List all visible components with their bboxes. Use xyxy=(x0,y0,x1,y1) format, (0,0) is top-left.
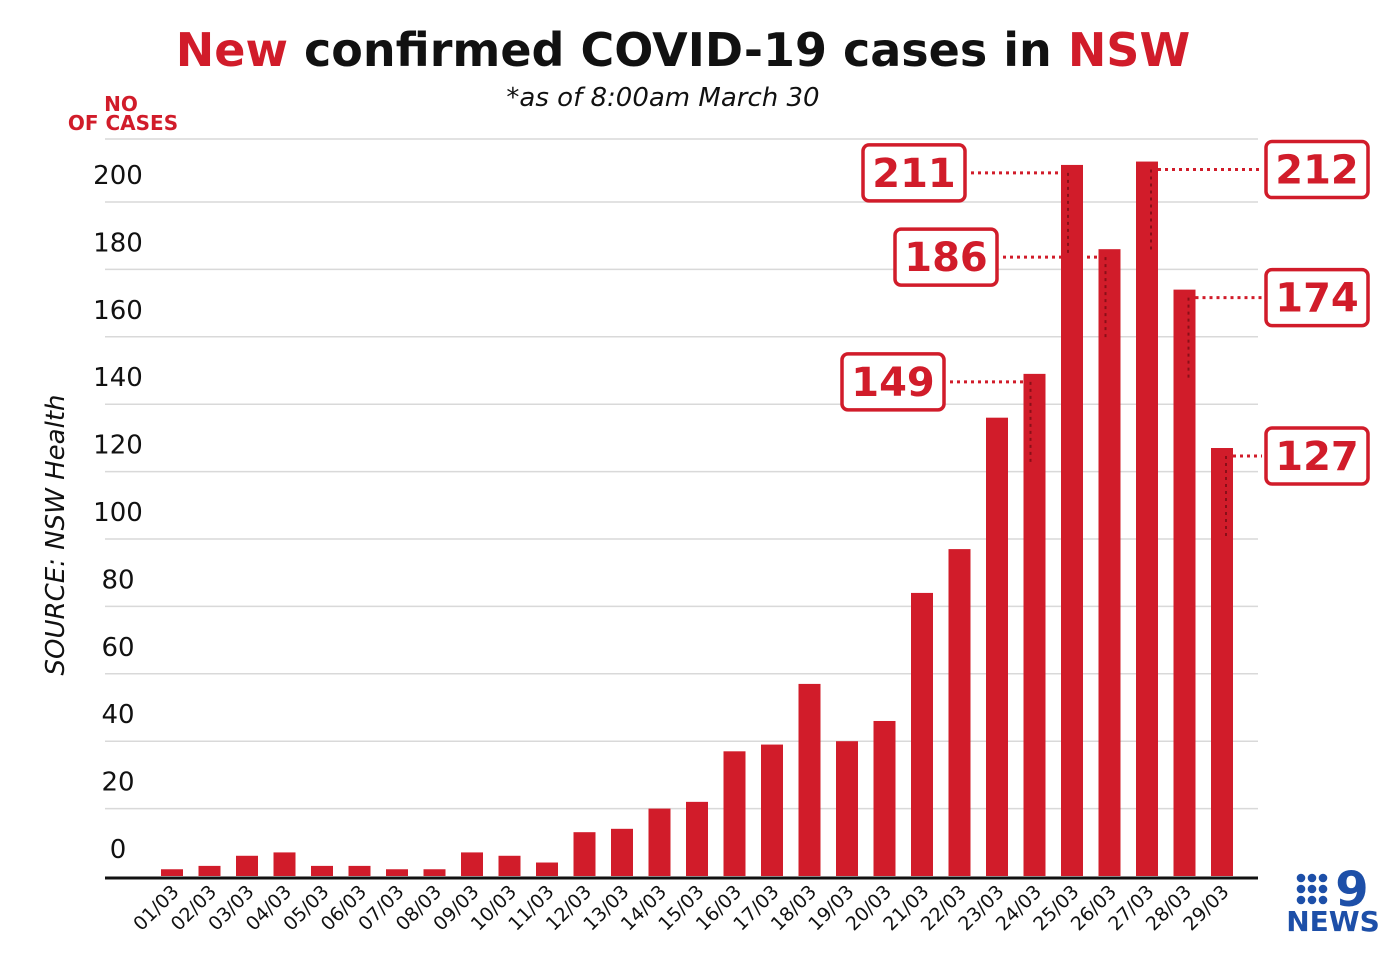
source-label: SOURCE: NSW Health xyxy=(41,395,71,676)
callout: 211 xyxy=(861,143,1070,253)
y-tick-label: 140 xyxy=(93,363,143,393)
bar xyxy=(1173,289,1196,876)
bar xyxy=(498,855,521,876)
bar xyxy=(161,869,183,876)
y-tick-label: 180 xyxy=(93,228,143,258)
bar xyxy=(536,862,558,876)
callout-label: 174 xyxy=(1275,276,1359,322)
logo-dot xyxy=(1307,873,1317,883)
bar xyxy=(423,869,446,876)
y-tick-label: 20 xyxy=(101,768,134,798)
bar xyxy=(648,808,671,876)
chart-subtitle: *as of 8:00am March 30 xyxy=(506,83,819,113)
gridlines xyxy=(105,138,1258,810)
title-new: New xyxy=(176,23,288,77)
callout-box xyxy=(893,227,999,287)
bar xyxy=(311,865,333,876)
callout: 212 xyxy=(1150,139,1370,250)
y-tick-label: 60 xyxy=(101,633,134,663)
bar xyxy=(1136,161,1158,876)
y-tick-label: 100 xyxy=(93,498,143,528)
bar xyxy=(836,741,858,876)
y-tick-label: 40 xyxy=(101,700,134,730)
bars xyxy=(161,161,1233,876)
callout-label: 149 xyxy=(851,360,935,406)
chart-title: New confirmed COVID-19 cases in NSW xyxy=(176,23,1190,77)
title-nsw: NSW xyxy=(1068,23,1190,77)
nine-news-logo: 9 NEWS xyxy=(1286,862,1380,938)
bar xyxy=(573,832,596,876)
y-tick-label: 120 xyxy=(93,431,143,461)
bar xyxy=(236,855,258,876)
bar xyxy=(761,744,783,876)
callout-label: 186 xyxy=(904,235,988,281)
callout-label: 127 xyxy=(1275,434,1359,480)
bar xyxy=(911,592,933,876)
logo-dot xyxy=(1307,884,1317,894)
logo-digit: 9 xyxy=(1335,862,1368,918)
bar xyxy=(198,865,221,876)
bar xyxy=(986,417,1008,876)
logo-dot xyxy=(1307,895,1317,905)
callout: 174 xyxy=(1187,267,1370,378)
y-axis-ticks: 0 20 40 60 80 100 120 140 160 180 200 xyxy=(93,161,143,865)
logo-text: NEWS xyxy=(1286,905,1380,938)
bar xyxy=(1061,164,1083,876)
logo-dot xyxy=(1318,884,1328,894)
bar xyxy=(348,865,371,876)
logo-dot xyxy=(1318,895,1328,905)
logo-dot xyxy=(1296,873,1306,883)
callout: 149 xyxy=(840,352,1033,462)
bar xyxy=(873,720,896,876)
callout-box xyxy=(1264,139,1370,200)
callout-label: 212 xyxy=(1275,148,1359,194)
title-middle: confirmed COVID-19 cases in xyxy=(288,23,1068,77)
bar xyxy=(461,852,483,876)
callout-box xyxy=(1264,426,1370,486)
logo-dots-icon xyxy=(1296,873,1328,905)
y-tick-label: 200 xyxy=(93,161,143,191)
bar xyxy=(686,801,708,876)
callout-box xyxy=(861,143,967,203)
bar xyxy=(1098,249,1121,876)
bar xyxy=(1023,373,1046,876)
callout-box xyxy=(840,352,946,412)
callout: 186 xyxy=(893,227,1108,338)
bar xyxy=(798,683,821,876)
callout-label: 211 xyxy=(872,151,956,197)
logo-dot xyxy=(1296,895,1306,905)
callout: 127 xyxy=(1225,426,1370,537)
y-tick-label: 160 xyxy=(93,296,143,326)
bar xyxy=(273,852,296,876)
bar xyxy=(723,751,746,876)
y-tick-label: 80 xyxy=(101,565,134,595)
callout-box xyxy=(1264,267,1370,328)
x-axis-ticks: 01/0302/0303/0304/0305/0306/0307/0308/03… xyxy=(129,881,1233,935)
y-axis-label-line1: NO xyxy=(104,92,138,116)
callouts: 149 211 186 212 174 127 xyxy=(840,139,1370,537)
y-axis-label-line2: OF CASES xyxy=(68,111,178,135)
logo-dot xyxy=(1296,884,1306,894)
bar xyxy=(386,869,408,876)
bar xyxy=(948,549,971,876)
bar xyxy=(1211,448,1233,876)
logo-dot xyxy=(1318,873,1328,883)
bar xyxy=(611,828,633,876)
y-tick-label: 0 xyxy=(110,835,127,865)
